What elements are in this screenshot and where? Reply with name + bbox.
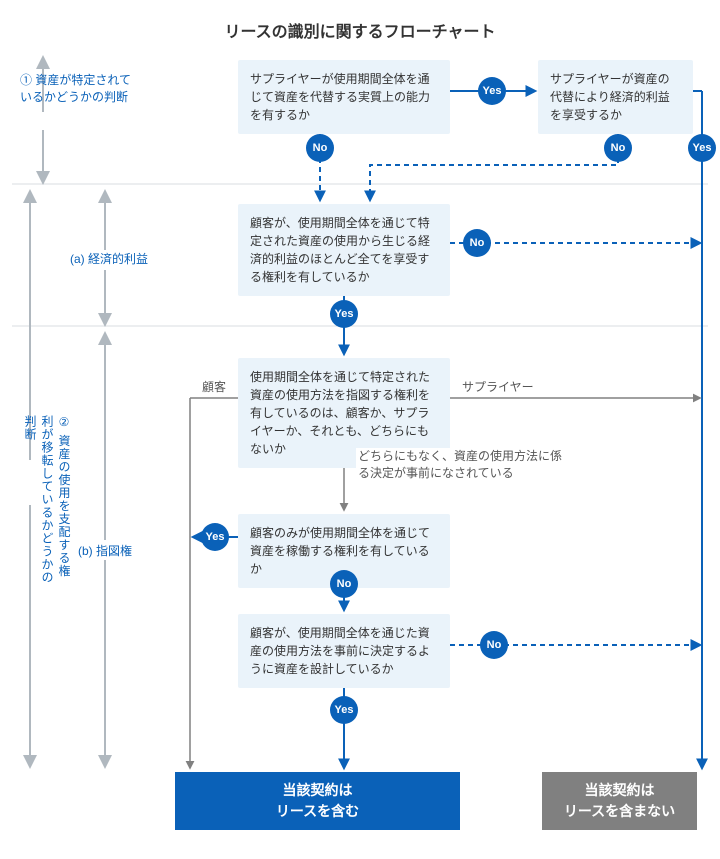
node-economic-benefit: 顧客が、使用期間全体を通じて特定された資産の使用から生じる経済的利益のほとんど全… — [238, 204, 450, 296]
node-supplier-benefit: サプライヤーが資産の代替により経済的利益を享受するか — [538, 60, 693, 134]
badge-yes: Yes — [330, 696, 358, 724]
edge-label-neither: どちらにもなく、資産の使用方法に係る決定が事前になされている — [356, 448, 566, 482]
badge-yes: Yes — [330, 300, 358, 328]
result-contains-lease: 当該契約は リースを含む — [175, 772, 460, 830]
flowchart-canvas: ① 資産が特定されているかどうかの判断 ② 資産の使用を支配する権利が移転してい… — [0, 0, 720, 859]
badge-yes: Yes — [201, 523, 229, 551]
badge-yes: Yes — [478, 77, 506, 105]
result-not-contains-lease: 当該契約は リースを含まない — [542, 772, 697, 830]
badge-no: No — [604, 134, 632, 162]
section-b-label: (b) 指図権 — [78, 542, 132, 559]
edge-label-supplier: サプライヤー — [460, 378, 536, 395]
badge-no: No — [480, 631, 508, 659]
node-customer-design: 顧客が、使用期間全体を通じた資産の使用方法を事前に決定するように資産を設計してい… — [238, 614, 450, 688]
badge-no: No — [330, 570, 358, 598]
badge-no: No — [463, 229, 491, 257]
section-1-label: ① 資産が特定されているかどうかの判断 — [20, 72, 140, 106]
badge-no: No — [306, 134, 334, 162]
edge-label-customer: 顧客 — [200, 378, 228, 395]
badge-yes: Yes — [688, 134, 716, 162]
section-2-label: ② 資産の使用を支配する権利が移転しているかどうかの判断 — [22, 415, 73, 590]
node-supplier-capability: サプライヤーが使用期間全体を通じて資産を代替する実質上の能力を有するか — [238, 60, 450, 134]
section-a-label: (a) 経済的利益 — [70, 250, 148, 267]
